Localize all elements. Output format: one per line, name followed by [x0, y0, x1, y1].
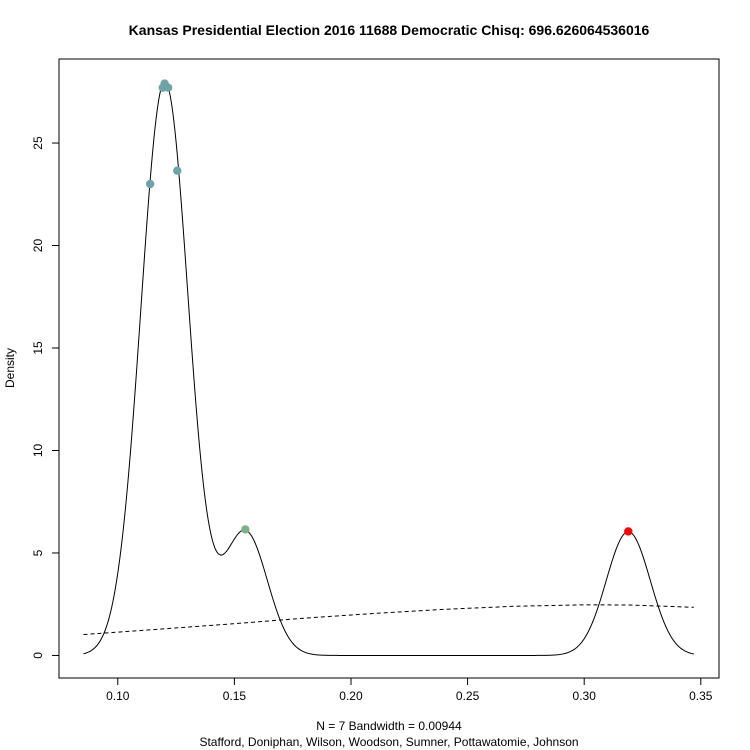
data-points — [145, 79, 633, 536]
x-tick-label: 0.30 — [573, 689, 597, 703]
y-axis-label: Density — [3, 348, 17, 388]
data-point — [173, 166, 182, 175]
chart-subtitle: Stafford, Doniphan, Wilson, Woodson, Sum… — [199, 735, 578, 749]
x-axis: 0.10 0.15 0.20 0.25 0.30 0.35 — [106, 678, 713, 703]
plot-frame — [58, 58, 720, 679]
x-tick-label: 0.10 — [106, 689, 130, 703]
y-tick-label: 20 — [31, 239, 45, 253]
y-tick-label: 15 — [31, 341, 45, 355]
x-tick-label: 0.20 — [339, 689, 363, 703]
y-tick-label: 5 — [31, 549, 45, 556]
reference-curve-dashed — [83, 604, 694, 636]
y-axis: 0 5 10 15 20 25 — [31, 136, 59, 659]
data-point — [163, 83, 173, 92]
data-point — [624, 527, 633, 536]
y-tick-label: 0 — [31, 652, 45, 659]
x-tick-label: 0.15 — [223, 689, 247, 703]
data-point — [145, 179, 155, 189]
density-curve — [83, 80, 694, 656]
x-axis-label: N = 7 Bandwidth = 0.00944 — [316, 719, 462, 733]
x-tick-label: 0.25 — [456, 689, 480, 703]
y-tick-label: 25 — [31, 136, 45, 150]
y-tick-label: 10 — [31, 443, 45, 457]
x-tick-label: 0.35 — [689, 689, 713, 703]
data-point — [241, 525, 250, 534]
chart-title: Kansas Presidential Election 2016 11688 … — [129, 22, 650, 38]
